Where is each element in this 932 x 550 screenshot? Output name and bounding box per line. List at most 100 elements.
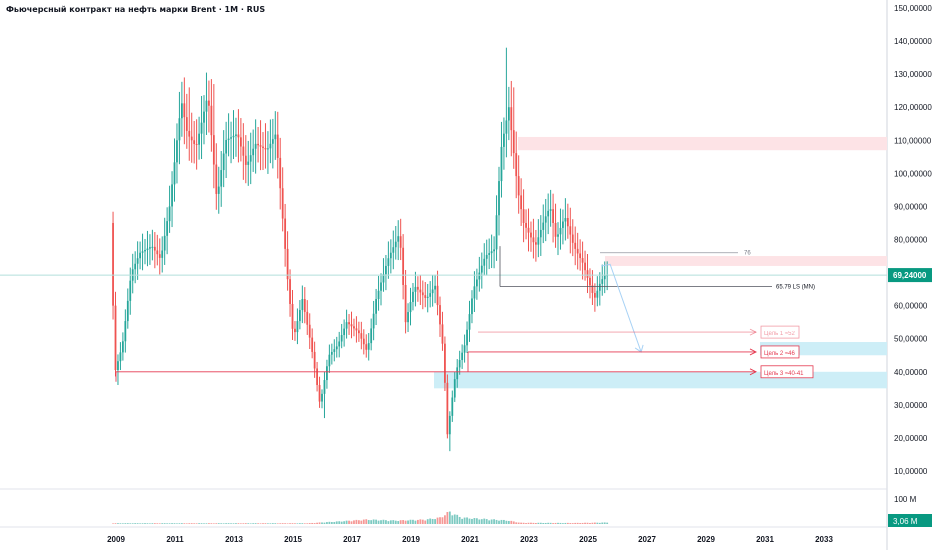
volume-bar [232,523,235,524]
x-tick-label: 2009 [107,535,125,544]
candle [242,146,245,156]
candle [377,290,380,300]
volume-bar [166,523,169,524]
volume-bar [316,522,318,524]
candle [139,252,141,259]
volume-bar [198,523,200,524]
volume-bar [525,523,527,524]
candle [313,351,316,369]
volume-bar [385,520,387,524]
y-tick-label: 110,00000 [894,136,932,145]
volume-bar [178,523,181,524]
candle [190,136,193,141]
volume-bar [276,523,279,524]
candle [532,237,535,243]
volume-bar [593,522,596,524]
candle [493,249,495,252]
candle [180,103,183,119]
volume-bar [579,523,582,524]
volume-bar [382,519,385,524]
candle [448,415,451,435]
volume-bar [522,522,525,524]
volume-bar [249,523,252,524]
volume-bar [235,523,237,524]
candle [439,305,441,325]
candle [303,299,306,312]
volume-bar [434,519,436,524]
candle [340,335,343,342]
volume-bar [564,522,567,524]
volume-bar [239,523,242,524]
volume-bar [338,521,341,524]
volume-bar [584,522,586,524]
volume-bar [340,521,343,524]
level-76-label: 76 [744,251,751,257]
volume-bar [475,518,478,524]
candle [483,258,486,266]
volume-bar [247,523,250,524]
volume-bar [426,519,429,524]
volume-bar [208,523,210,524]
volume-bar [569,523,572,524]
volume-bar [311,522,314,524]
volume-bar [429,518,432,524]
candle [426,296,429,298]
candle [453,379,456,398]
volume-bar [220,523,223,524]
candle [279,157,282,189]
candle [163,235,166,251]
volume-bar [439,517,441,524]
volume-bar [345,520,348,524]
candle [360,333,363,339]
candle [249,155,252,162]
candle [598,283,601,291]
candle [264,148,267,150]
volume-bar [274,523,277,524]
candle [392,247,395,253]
candle [232,135,235,138]
volume-bar [262,523,264,524]
volume-bar [461,518,464,524]
volume-bar [466,517,468,524]
volume-bar [412,519,414,524]
candle [161,250,164,258]
candle [306,311,309,325]
candle [451,397,454,416]
volume-bar [321,522,323,524]
candle [301,299,304,311]
volume-bar [421,519,424,524]
candle [367,343,370,350]
candle [471,298,473,315]
x-tick-label: 2013 [225,535,243,544]
volume-bar [210,523,213,524]
candle [444,343,446,383]
y-tick-label: 30,00000 [894,401,928,410]
candle [375,299,377,314]
candle [353,326,355,329]
candle [569,226,572,235]
volume-bar [490,519,493,524]
volume-bar [230,523,232,524]
candle [171,184,173,207]
candle [188,130,191,137]
candle [237,134,240,138]
volume-bar [603,522,606,524]
candle [345,322,348,329]
candle [500,146,503,182]
volume-bar [407,520,409,524]
volume-bar [456,514,459,524]
candle [114,305,117,371]
volume-bar [301,523,304,524]
candle [370,328,373,344]
candle [564,218,567,222]
candle [215,164,218,194]
volume-bar [129,523,132,524]
volume-bar [318,522,321,524]
x-tick-label: 2019 [402,535,420,544]
volume-bar [296,523,299,524]
volume-bar [512,521,515,524]
candle [387,258,390,266]
volume-bar [586,522,589,524]
volume-bar [485,519,488,524]
